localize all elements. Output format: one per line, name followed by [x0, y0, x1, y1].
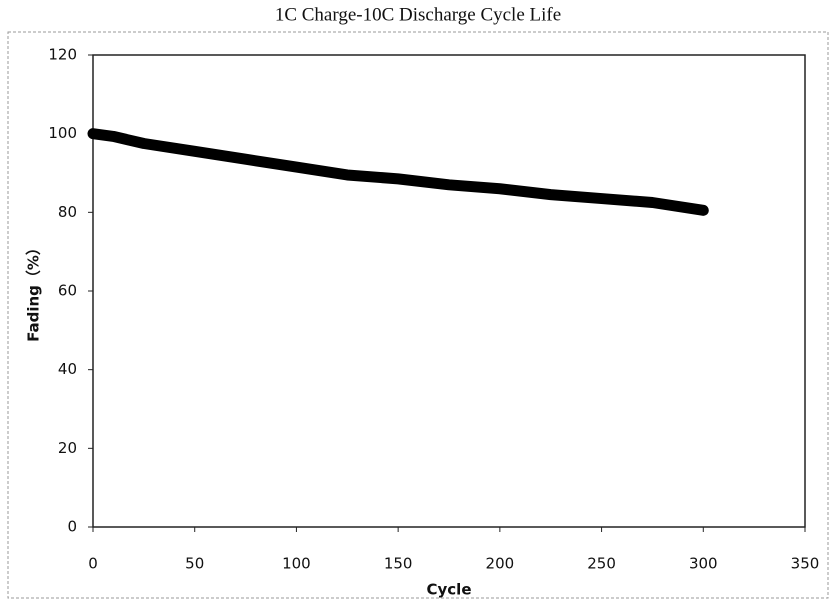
y-tick-label: 100 — [48, 124, 77, 142]
x-tick-label: 0 — [88, 555, 98, 573]
data-line — [87, 128, 709, 216]
x-tick-label: 100 — [282, 555, 311, 573]
x-axis-label: Cycle — [427, 581, 472, 599]
chart-title: 1C Charge-10C Discharge Cycle Life — [275, 4, 561, 25]
y-tick-label: 0 — [67, 518, 77, 536]
y-tick-label: 80 — [58, 203, 77, 221]
x-tick-label: 200 — [486, 555, 515, 573]
y-tick-label: 40 — [58, 360, 77, 378]
y-axis-label: Fading（%） — [25, 240, 43, 342]
x-tick-label: 250 — [587, 555, 616, 573]
y-tick-label: 120 — [48, 46, 77, 64]
x-tick-label: 150 — [384, 555, 413, 573]
plot-frame — [92, 54, 806, 528]
x-tick-label: 50 — [185, 555, 204, 573]
y-tick-label: 60 — [58, 282, 77, 300]
y-tick-label: 20 — [58, 439, 77, 457]
x-tick-label: 300 — [689, 555, 718, 573]
x-tick-label: 350 — [791, 555, 820, 573]
outer-frame — [7, 31, 829, 599]
